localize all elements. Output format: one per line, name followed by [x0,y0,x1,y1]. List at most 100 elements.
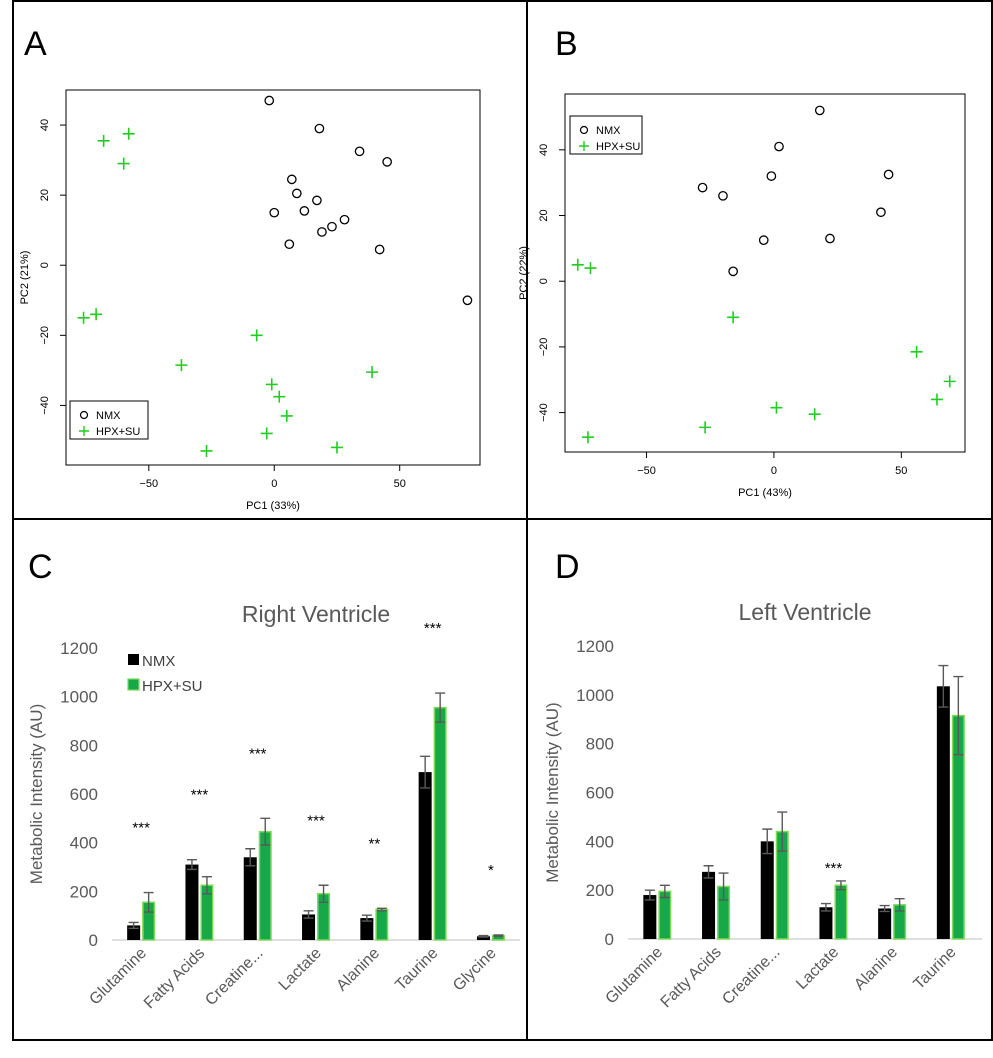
legend-label-c: NMX [142,653,175,670]
point-nmx-a [286,174,297,185]
point-hpx-a [90,308,103,321]
bar-hpx-d [658,890,672,940]
point-nmx-b [728,266,739,277]
error-bar-d [659,884,670,899]
error-bar-c [435,692,446,723]
y-tick-label-c: 1200 [60,639,98,658]
legend-marker-nmx-a [79,410,89,420]
plot-area-a [65,89,481,466]
category-label-c: Creatine... [202,945,266,1009]
significance-marker-c: *** [132,820,150,837]
error-bar-c [128,921,139,930]
error-bar-d [879,904,890,913]
y-tick-label-d: 200 [586,881,614,900]
error-bar-c [143,891,154,913]
y-tick-label-a: 40 [39,119,51,131]
point-nmx-b [758,235,769,246]
y-tick-label-d: 1000 [576,686,614,705]
legend-box-b [569,115,643,155]
y-tick-label-c: 800 [70,736,98,755]
bar-nmx-c [185,864,199,940]
bar-hpx-c [258,830,272,941]
error-bar-c [260,817,271,846]
panel-b-frame [526,0,993,520]
category-label-d: Creatine... [719,944,783,1008]
x-tick-label-b: 50 [895,465,907,477]
bar-chart-right-ventricle: Right Ventricle 0 200 400 600 800 1000 1200 Meta… [27,601,520,1012]
point-hpx-b [699,421,712,434]
y-tick-label-c: 0 [89,931,98,950]
point-hpx-a [77,311,90,324]
point-hpx-b [910,345,923,358]
significance-marker-c: *** [191,787,209,804]
panel-b-letter: B [555,25,578,63]
y-tick-label-b: 20 [538,209,550,221]
bar-nmx-d [878,908,892,939]
category-label-c: Taurine [392,945,441,994]
point-nmx-a [299,206,310,216]
y-tick-label-b: −40 [538,403,550,422]
point-hpx-a [250,329,263,342]
point-hpx-a [265,378,278,391]
y-tick-label-d: 600 [586,784,614,803]
category-label-d: Alanine [851,944,901,994]
point-hpx-a [260,427,273,440]
bar-nmx-c [476,936,490,940]
point-hpx-b [930,393,943,406]
legend-label-b: NMX [596,125,621,137]
point-nmx-b [825,233,835,244]
point-nmx-a [327,221,337,232]
pca-chart-a: −50 0 50 −40 −20 0 20 40 PC1 (33%) PC2 (21%) NMX HP… [19,89,481,512]
bar-nmx-d [936,686,950,939]
bar-hpx-c [375,908,389,941]
bar-hpx-d [834,884,848,940]
error-bar-d [894,898,905,912]
x-tick-label-a: 50 [394,478,406,490]
point-hpx-a [280,409,293,422]
x-tick-label-b: 0 [771,465,777,477]
y-tick-label-b: −20 [538,338,550,357]
error-bar-d [762,828,773,855]
bar-chart-left-ventricle: Left Ventricle 0 200 400 600 800 1000 1200 Metab… [543,599,982,1011]
point-nmx-a [382,156,393,167]
point-hpx-a [175,359,188,372]
point-nmx-b [883,169,894,180]
x-tick-label-b: −50 [637,465,656,477]
point-hpx-a [366,366,379,379]
x-tick-label-a: 0 [271,478,277,490]
y-tick-label-b: 0 [538,278,550,284]
legend-label-b: HPX+SU [596,141,640,153]
significance-marker-c: * [488,862,494,879]
category-label-d: Glutamine [603,944,667,1008]
error-bar-c [478,934,489,938]
y-axis-label-b: PC2 (22%) [518,246,530,300]
y-tick-label-c: 1000 [60,688,98,707]
category-label-d: Lactate [793,944,842,993]
y-tick-label-a: −20 [39,326,51,345]
y-tick-label-d: 400 [586,832,614,851]
point-hpx-b [808,408,821,421]
point-nmx-b [774,141,784,152]
category-label-c: Alanine [333,945,383,995]
error-bar-d [953,675,964,756]
y-axis-label-c: Metabolic Intensity (AU) [27,704,46,884]
point-nmx-a [354,146,365,157]
point-nmx-a [269,207,280,218]
plot-area-b [564,93,966,453]
point-nmx-a [264,95,275,106]
point-nmx-b [718,190,728,201]
error-bar-d [835,880,846,891]
category-label-c: Fatty Acids [141,945,208,1012]
point-hpx-b [571,258,584,271]
point-hpx-b [727,311,740,324]
y-tick-label-d: 1200 [576,637,614,656]
error-bar-c [303,910,314,919]
error-bar-c [493,934,504,938]
point-hpx-a [122,127,135,140]
point-hpx-b [584,262,597,275]
y-tick-label-d: 800 [586,735,614,754]
y-tick-label-d: 0 [605,930,614,949]
legend-marker-hpx-a [79,426,89,436]
significance-marker-d: *** [825,860,843,877]
